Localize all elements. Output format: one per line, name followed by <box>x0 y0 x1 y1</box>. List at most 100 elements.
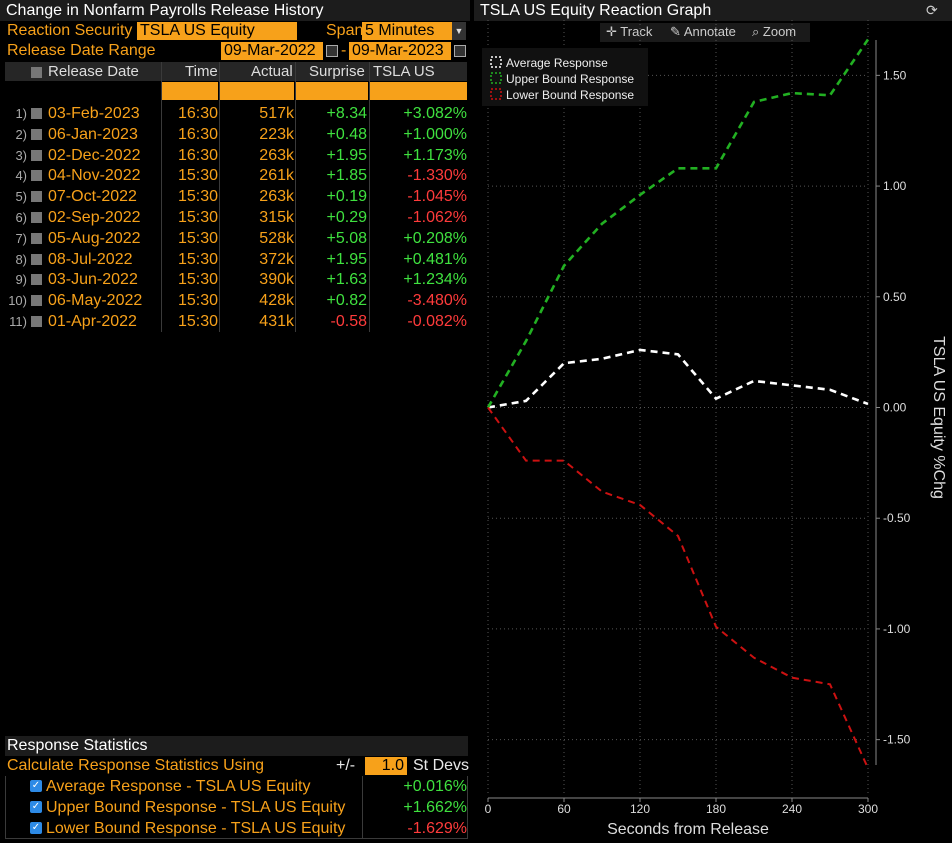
stdev-input[interactable]: 1.0 <box>365 757 407 775</box>
data-point[interactable] <box>601 358 603 360</box>
tsla-change: +3.082% <box>403 105 467 122</box>
span-dropdown-icon[interactable]: ▼ <box>452 22 466 40</box>
data-point[interactable] <box>677 535 679 537</box>
range-to-field[interactable]: 09-Mar-2023 <box>349 42 451 60</box>
data-point[interactable] <box>639 349 641 351</box>
data-point[interactable] <box>715 397 717 399</box>
data-point[interactable] <box>563 265 565 267</box>
track-tool[interactable]: ✛ Track <box>606 23 652 41</box>
crosshair-icon: ✛ <box>606 24 617 39</box>
row-number: 11) <box>9 314 27 329</box>
select-all-checkbox[interactable] <box>31 67 42 78</box>
release-date: 03-Feb-2023 <box>48 105 140 122</box>
row-checkbox[interactable] <box>31 212 42 223</box>
annotate-tool[interactable]: ✎ Annotate <box>670 23 736 41</box>
data-point[interactable] <box>753 657 755 659</box>
filter-cell[interactable] <box>220 82 294 100</box>
data-point[interactable] <box>601 490 603 492</box>
series-line-lower-bound-response[interactable] <box>487 406 869 769</box>
calendar-icon[interactable] <box>326 45 338 57</box>
reaction-security-field[interactable]: TSLA US Equity <box>137 22 297 40</box>
row-checkbox[interactable] <box>31 316 42 327</box>
range-from-field[interactable]: 09-Mar-2022 <box>221 42 323 60</box>
col-release-date[interactable]: Release Date <box>48 63 139 80</box>
table-row[interactable]: 1) 03-Feb-2023 16:30 517k +8.34 +3.082% <box>5 103 467 124</box>
data-point[interactable] <box>563 362 565 364</box>
row-checkbox[interactable] <box>31 170 42 182</box>
row-checkbox[interactable] <box>31 108 42 119</box>
data-point[interactable] <box>867 38 869 40</box>
row-checkbox[interactable] <box>31 149 42 161</box>
data-point[interactable] <box>601 223 603 225</box>
tsla-change: +0.208% <box>403 229 467 247</box>
column-divider <box>369 62 370 332</box>
data-point[interactable] <box>753 101 755 103</box>
data-point[interactable] <box>829 389 831 391</box>
table-row[interactable]: 2) 06-Jan-2023 16:30 223k +0.48 +1.000% <box>5 124 467 145</box>
refresh-icon[interactable]: ⟳ <box>926 2 938 18</box>
data-point[interactable] <box>639 504 641 506</box>
data-point[interactable] <box>715 626 717 628</box>
data-point[interactable] <box>867 403 869 405</box>
data-point[interactable] <box>791 676 793 678</box>
x-tick-label: 240 <box>782 802 802 816</box>
release-time: 16:30 <box>177 105 218 122</box>
reaction-chart[interactable]: 0 60 120 180 240 300 1.50 1.00 0.50 0.00 -0.50 -1.0… <box>474 0 952 843</box>
stat-row[interactable]: ✓ Average Response - TSLA US Equity +0.016… <box>5 776 468 797</box>
series-line-average-response[interactable] <box>487 348 869 409</box>
filter-cell[interactable] <box>370 82 467 100</box>
data-point[interactable] <box>791 384 793 386</box>
row-checkbox[interactable] <box>31 295 42 307</box>
table-row[interactable]: 4) 04-Nov-2022 15:30 261k +1.85 -1.330% <box>5 165 467 186</box>
data-point[interactable] <box>829 683 831 685</box>
table-row[interactable]: 8) 08-Jul-2022 15:30 372k +1.95 +0.481% <box>5 249 467 270</box>
checkbox-checked-icon[interactable]: ✓ <box>30 780 42 792</box>
row-checkbox[interactable] <box>31 232 42 244</box>
table-row[interactable]: 7) 05-Aug-2022 15:30 528k +5.08 +0.208% <box>5 228 467 249</box>
annotate-label: Annotate <box>683 24 736 39</box>
column-divider <box>362 776 363 838</box>
table-row[interactable]: 11) 01-Apr-2022 15:30 431k -0.58 -0.082% <box>5 311 467 332</box>
table-row[interactable]: 3) 02-Dec-2022 16:30 263k +1.95 +1.173% <box>5 145 467 166</box>
table-row[interactable]: 10) 06-May-2022 15:30 428k +0.82 -3.480% <box>5 290 467 311</box>
release-date: 04-Nov-2022 <box>48 167 141 185</box>
zoom-tool[interactable]: ⌕ Zoom <box>752 23 796 41</box>
row-checkbox[interactable] <box>31 274 42 286</box>
data-point[interactable] <box>677 167 679 169</box>
x-tick-label: 120 <box>630 802 650 816</box>
table-row[interactable]: 6) 02-Sep-2022 15:30 315k +0.29 -1.062% <box>5 207 467 228</box>
actual-value: 223k <box>259 125 294 143</box>
col-surprise[interactable]: Surprise <box>309 63 365 80</box>
row-checkbox[interactable] <box>31 191 42 203</box>
filter-cell[interactable] <box>162 82 218 100</box>
col-actual[interactable]: Actual <box>251 63 293 80</box>
series-line-upper-bound-response[interactable] <box>486 38 870 409</box>
graph-title-bar <box>474 0 952 21</box>
data-point[interactable] <box>563 459 565 461</box>
col-time[interactable]: Time <box>185 63 218 80</box>
data-point[interactable] <box>487 406 489 408</box>
table-row[interactable]: 9) 03-Jun-2022 15:30 390k +1.63 +1.234% <box>5 269 467 290</box>
data-point[interactable] <box>715 167 717 169</box>
row-checkbox[interactable] <box>31 128 42 140</box>
data-point[interactable] <box>867 767 869 769</box>
table-row[interactable]: 5) 07-Oct-2022 15:30 263k +0.19 -1.045% <box>5 186 467 207</box>
data-point[interactable] <box>525 400 527 402</box>
calendar-icon[interactable] <box>454 45 466 57</box>
row-checkbox[interactable] <box>31 253 42 265</box>
checkbox-checked-icon[interactable]: ✓ <box>30 800 42 813</box>
data-point[interactable] <box>829 94 831 96</box>
data-point[interactable] <box>753 380 755 382</box>
data-point[interactable] <box>639 194 641 196</box>
data-point[interactable] <box>525 340 527 342</box>
release-time: 15:30 <box>177 229 218 247</box>
stat-row[interactable]: ✓ Lower Bound Response - TSLA US Equity -1… <box>5 818 468 839</box>
checkbox-checked-icon[interactable]: ✓ <box>30 821 42 834</box>
span-select[interactable]: 5 Minutes <box>362 22 452 40</box>
stat-row[interactable]: ✓ Upper Bound Response - TSLA US Equity +1… <box>5 797 468 818</box>
data-point[interactable] <box>525 459 527 461</box>
filter-cell[interactable] <box>296 82 368 100</box>
data-point[interactable] <box>677 353 679 355</box>
data-point[interactable] <box>791 92 793 94</box>
stat-value: -1.629% <box>407 819 467 837</box>
